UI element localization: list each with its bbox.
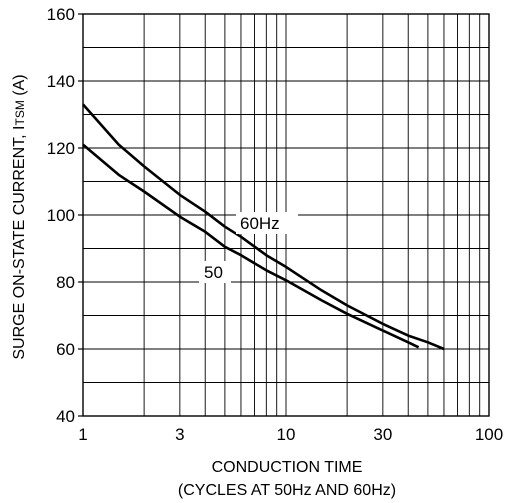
x-axis-label-line2: (CYCLES AT 50Hz AND 60Hz) <box>178 482 396 499</box>
y-tick-label: 100 <box>47 206 75 225</box>
y-tick-label: 160 <box>47 5 75 24</box>
y-tick-label: 60 <box>56 340 75 359</box>
y-tick-label: 40 <box>56 407 75 426</box>
curve-label-60hz: 60Hz <box>240 214 280 233</box>
y-tick-label: 80 <box>56 273 75 292</box>
curve-label-50-group: 50 <box>199 261 231 283</box>
x-tick-label: 30 <box>373 425 392 444</box>
x-tick-label: 100 <box>475 425 503 444</box>
y-tick-label: 140 <box>47 72 75 91</box>
x-axis-label: CONDUCTION TIME <box>212 459 363 476</box>
curve-label-50: 50 <box>204 263 223 282</box>
tick-labels: 40 60 80 100 120 140 160 1 3 10 30 100 <box>47 5 504 444</box>
curve-50hz <box>82 143 420 349</box>
curve-label-60hz-group: 60Hz <box>236 212 298 234</box>
curve-60hz <box>82 103 445 351</box>
x-tick-label: 3 <box>175 425 184 444</box>
x-tick-label: 10 <box>277 425 296 444</box>
y-tick-label: 120 <box>47 139 75 158</box>
plot-frame <box>82 13 490 417</box>
x-tick-label: 1 <box>78 425 87 444</box>
y-axis-label: SURGE ON-STATE CURRENT, ITSM (A) <box>11 74 28 359</box>
curves <box>82 103 445 351</box>
